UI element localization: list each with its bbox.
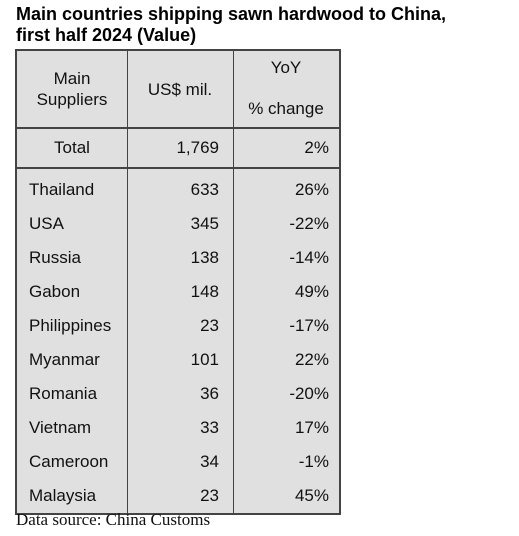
table-row: Myanmar 101 22% [17,343,339,377]
header-change-line-2: % change [248,99,324,118]
row-value: 23 [200,486,219,505]
row-supplier: Thailand [29,180,95,199]
header-change-line-1: YoY [270,58,302,77]
total-label: Total [54,138,90,157]
row-change: 26% [294,180,329,199]
table-row: Philippines 23 -17% [17,309,339,343]
row-change: -1% [298,452,329,471]
header-value: US$ mil. [147,79,213,99]
row-value: 23 [200,316,219,335]
table-row: Cameroon 34 -1% [17,445,339,479]
row-value: 33 [200,418,219,437]
row-change: -22% [289,214,329,233]
total-change: 2% [304,138,329,157]
column-divider-2 [233,51,234,513]
row-change: 22% [294,350,329,369]
suppliers-table: Main Suppliers US$ mil. YoY % change Tot… [15,49,341,515]
row-change: -14% [289,248,329,267]
row-value: 633 [190,180,219,199]
row-change: 17% [294,418,329,437]
table-total-row: Total 1,769 2% [17,129,339,169]
row-change: -17% [289,316,329,335]
title-line-2: first half 2024 (Value) [16,25,197,45]
table-row: Russia 138 -14% [17,241,339,275]
row-supplier: USA [29,214,64,233]
table-row: Thailand 633 26% [17,173,339,207]
column-divider-1 [127,51,128,513]
table-row: Malaysia 23 45% [17,479,339,513]
row-supplier: Romania [29,384,98,403]
table-row: Vietnam 33 17% [17,411,339,445]
row-supplier: Myanmar [29,350,100,369]
data-source-note: Data source: China Customs [16,510,211,529]
row-value: 34 [200,452,219,471]
total-value: 1,769 [176,138,219,157]
row-supplier: Gabon [29,282,81,301]
table-body: Thailand 633 26% USA 345 -22% Russia 138 -14% Gab… [17,169,339,513]
row-supplier: Vietnam [29,418,92,437]
header-suppliers-line-2: Suppliers [36,90,108,109]
header-suppliers-line-1: Main [53,69,91,88]
title-line-1: Main countries shipping sawn hardwood to… [16,4,447,24]
header-change: YoY % change [233,51,339,127]
row-supplier: Malaysia [29,486,97,505]
row-change: 45% [294,486,329,505]
table-row: USA 345 -22% [17,207,339,241]
row-supplier: Cameroon [29,452,109,471]
table-row: Gabon 148 49% [17,275,339,309]
row-value: 148 [190,282,219,301]
row-change: -20% [289,384,329,403]
row-value: 138 [190,248,219,267]
table-header-row: Main Suppliers US$ mil. YoY % change [17,51,339,129]
row-value: 36 [200,384,219,403]
row-supplier: Philippines [29,316,112,335]
row-supplier: Russia [29,248,81,267]
row-value: 101 [190,350,219,369]
table-row: Romania 36 -20% [17,377,339,411]
row-change: 49% [294,282,329,301]
chart-title: Main countries shipping sawn hardwood to… [16,4,516,46]
header-suppliers: Main Suppliers [17,51,127,127]
row-value: 345 [190,214,219,233]
